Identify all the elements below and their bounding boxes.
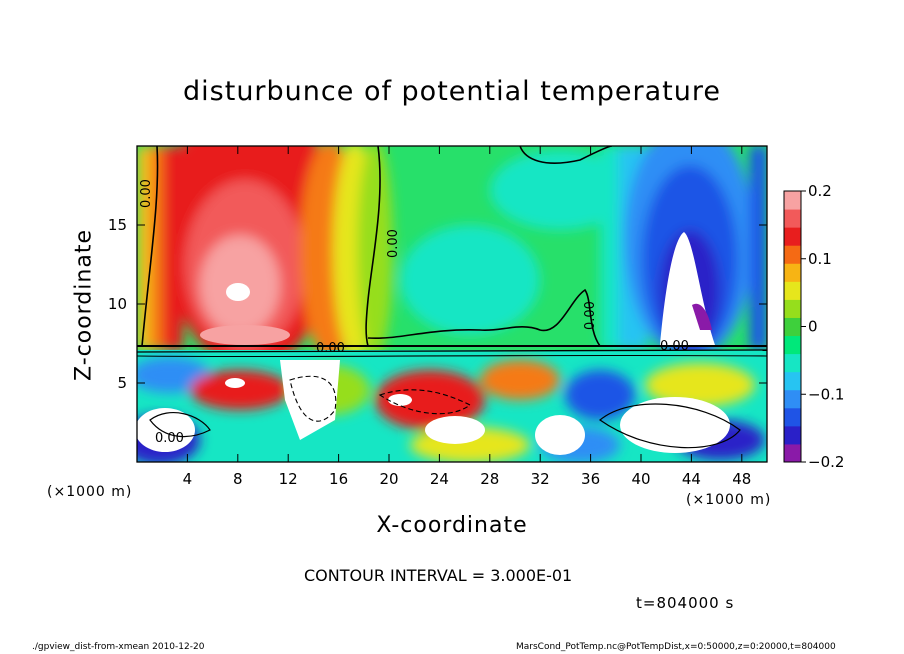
x-tick-label: 4 bbox=[183, 470, 193, 488]
x-tick-label: 16 bbox=[329, 470, 348, 488]
x-tick-label: 24 bbox=[430, 470, 449, 488]
x-tick-label: 44 bbox=[682, 470, 701, 488]
colorbar-swatch bbox=[784, 335, 801, 355]
colorbar-swatch bbox=[784, 317, 801, 337]
colorbar-swatch bbox=[784, 371, 801, 391]
x-tick-label: 48 bbox=[732, 470, 751, 488]
time-label: t=804000 s bbox=[636, 594, 735, 612]
colorbar-swatch bbox=[784, 209, 801, 228]
colorbar-swatch bbox=[784, 191, 801, 210]
colorbar-swatch bbox=[784, 353, 801, 373]
colorbar-swatch bbox=[784, 299, 801, 318]
colorbar-swatch bbox=[784, 227, 801, 246]
x-tick-label: 40 bbox=[631, 470, 650, 488]
colorbar-tick-label: −0.2 bbox=[808, 453, 844, 471]
x-tick-label: 12 bbox=[279, 470, 298, 488]
x-tick-label: 20 bbox=[379, 470, 398, 488]
x-tick-label: 36 bbox=[581, 470, 600, 488]
colorbar-swatch bbox=[784, 389, 801, 409]
y-tick-label: 10 bbox=[108, 295, 127, 313]
x-tick-label: 8 bbox=[233, 470, 243, 488]
colorbar-tick-label: 0.1 bbox=[808, 250, 832, 268]
contour-interval-text: CONTOUR INTERVAL = 3.000E-01 bbox=[304, 566, 573, 585]
x-axis-label: X-coordinate bbox=[376, 513, 528, 538]
contour-label: 0.00 bbox=[583, 301, 598, 330]
y-tick-label: 5 bbox=[117, 374, 127, 392]
colorbar-swatch bbox=[784, 425, 801, 445]
chart-title: disturbunce of potential temperature bbox=[183, 76, 721, 107]
colorbar-swatch bbox=[784, 443, 801, 463]
heatmap-field bbox=[137, 146, 767, 462]
footer-right: MarsCond_PotTemp.nc@PotTempDist,x=0:5000… bbox=[516, 642, 836, 652]
colorbar: 0.2 0.1 0 −0.1 −0.2 bbox=[783, 182, 844, 471]
colorbar-tick-label: 0 bbox=[808, 318, 818, 336]
contour-label: 0.00 bbox=[139, 179, 154, 208]
contour-label: 0.00 bbox=[660, 339, 689, 354]
x-tick-label: 28 bbox=[480, 470, 499, 488]
colorbar-swatch bbox=[784, 407, 801, 427]
colorbar-swatch bbox=[784, 263, 801, 282]
x-axis-unit-left: (×1000 m) bbox=[47, 484, 133, 500]
footer-left: ./gpview_dist-from-xmean 2010-12-20 bbox=[32, 642, 205, 652]
y-axis-label: Z-coordinate bbox=[71, 229, 97, 381]
colorbar-swatch bbox=[784, 245, 801, 264]
colorbar-tick-label: 0.2 bbox=[808, 182, 832, 200]
colorbar-tick-label: −0.1 bbox=[808, 385, 844, 403]
contour-label: 0.00 bbox=[316, 341, 345, 356]
y-tick-label: 15 bbox=[108, 216, 127, 234]
contour-label: 0.00 bbox=[386, 229, 401, 258]
colorbar-swatch bbox=[784, 281, 801, 300]
contour-label: 0.00 bbox=[155, 431, 184, 446]
x-axis-unit-right: (×1000 m) bbox=[686, 492, 772, 508]
x-tick-label: 32 bbox=[531, 470, 550, 488]
